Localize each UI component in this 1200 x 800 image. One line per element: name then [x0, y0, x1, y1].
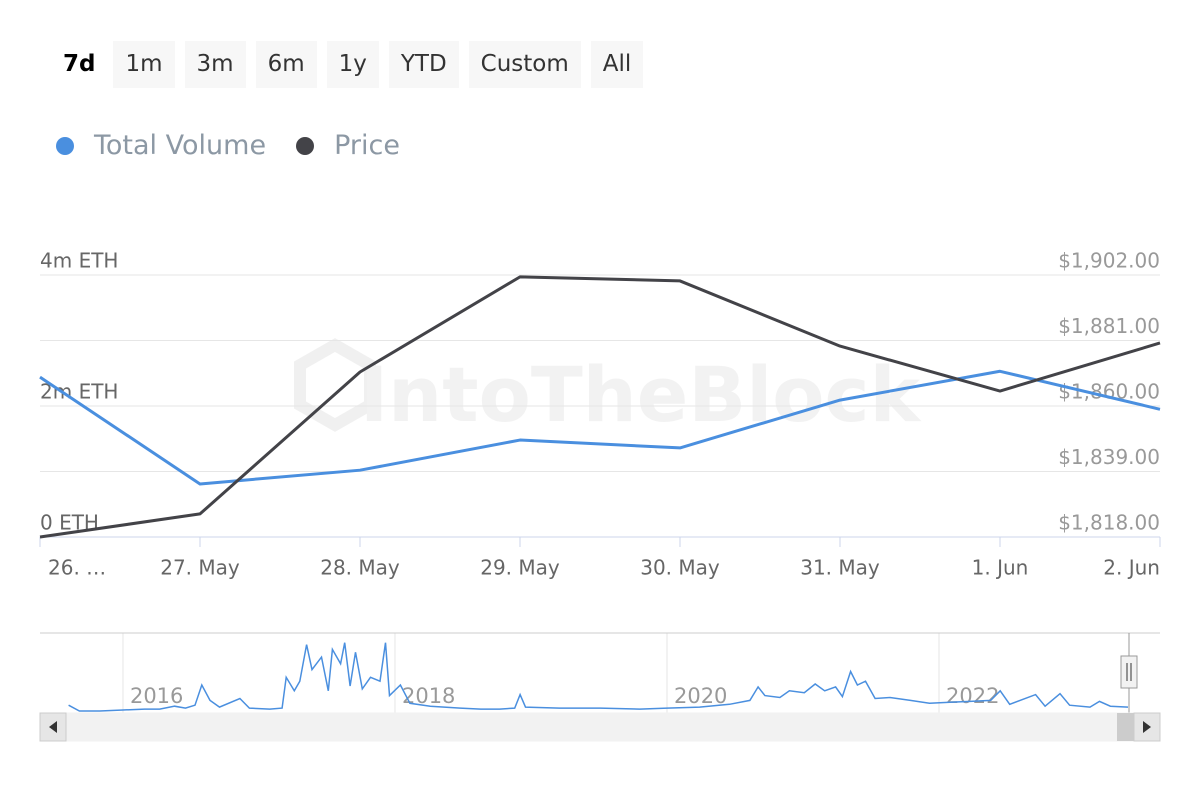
y2-tick-label: $1,881.00: [1058, 314, 1160, 338]
watermark-text: IntoTheBlock: [360, 350, 922, 439]
x-tick-label: 31. May: [800, 556, 880, 580]
watermark: IntoTheBlock: [294, 338, 922, 439]
x-tick-label: 30. May: [640, 556, 720, 580]
x-tick-label: 29. May: [480, 556, 560, 580]
range-button[interactable]: 1y: [326, 41, 379, 88]
navigator-tick-label: 2022: [946, 684, 999, 708]
legend-item[interactable]: Price: [296, 130, 400, 161]
x-tick-label: 27. May: [160, 556, 240, 580]
y-tick-label: 4m ETH: [40, 249, 118, 273]
legend-label: Total Volume: [94, 130, 267, 161]
y2-tick-label: $1,860.00: [1058, 380, 1160, 404]
navigator-tick-label: 2020: [674, 684, 727, 708]
legend-marker: [296, 136, 315, 155]
range-button[interactable]: All: [590, 41, 644, 88]
legend-item[interactable]: Total Volume: [56, 130, 266, 161]
range-button[interactable]: Custom: [468, 41, 581, 88]
y2-tick-label: $1,839.00: [1058, 445, 1160, 469]
x-tick-label: 1. Jun: [972, 556, 1029, 580]
y-tick-label: 2m ETH: [40, 380, 118, 404]
scroll-left-arrow: [49, 721, 57, 733]
legend: Total Volume Price: [56, 130, 400, 161]
scrollbar-track: [39, 712, 1161, 742]
legend-label: Price: [334, 130, 400, 161]
range-button[interactable]: YTD: [388, 41, 459, 88]
series-line: [39, 369, 1161, 486]
range-button[interactable]: 3m: [184, 41, 246, 88]
scrollbar-thumb[interactable]: [1117, 713, 1134, 741]
x-tick-label: 2. Jun: [1103, 556, 1160, 580]
x-tick-label: 26. …: [48, 556, 106, 580]
range-button[interactable]: 1m: [113, 41, 175, 88]
navigator-tick-label: 2016: [130, 684, 183, 708]
series-line: [39, 275, 1161, 539]
range-button[interactable]: 6m: [255, 41, 317, 88]
navigator-line: [68, 642, 1129, 712]
scroll-right-arrow: [1143, 721, 1151, 733]
navigator-handle: [1120, 655, 1138, 689]
y2-tick-label: $1,818.00: [1058, 511, 1160, 535]
x-tick-label: 28. May: [320, 556, 400, 580]
legend-marker: [56, 136, 74, 155]
range-button[interactable]: 7d: [63, 51, 96, 77]
y2-tick-label: $1,902.00: [1058, 249, 1160, 273]
navigator-tick-label: 2018: [402, 684, 455, 708]
range-selector: 7d 1m 3m 6m 1y YTD Custom All: [55, 41, 644, 88]
